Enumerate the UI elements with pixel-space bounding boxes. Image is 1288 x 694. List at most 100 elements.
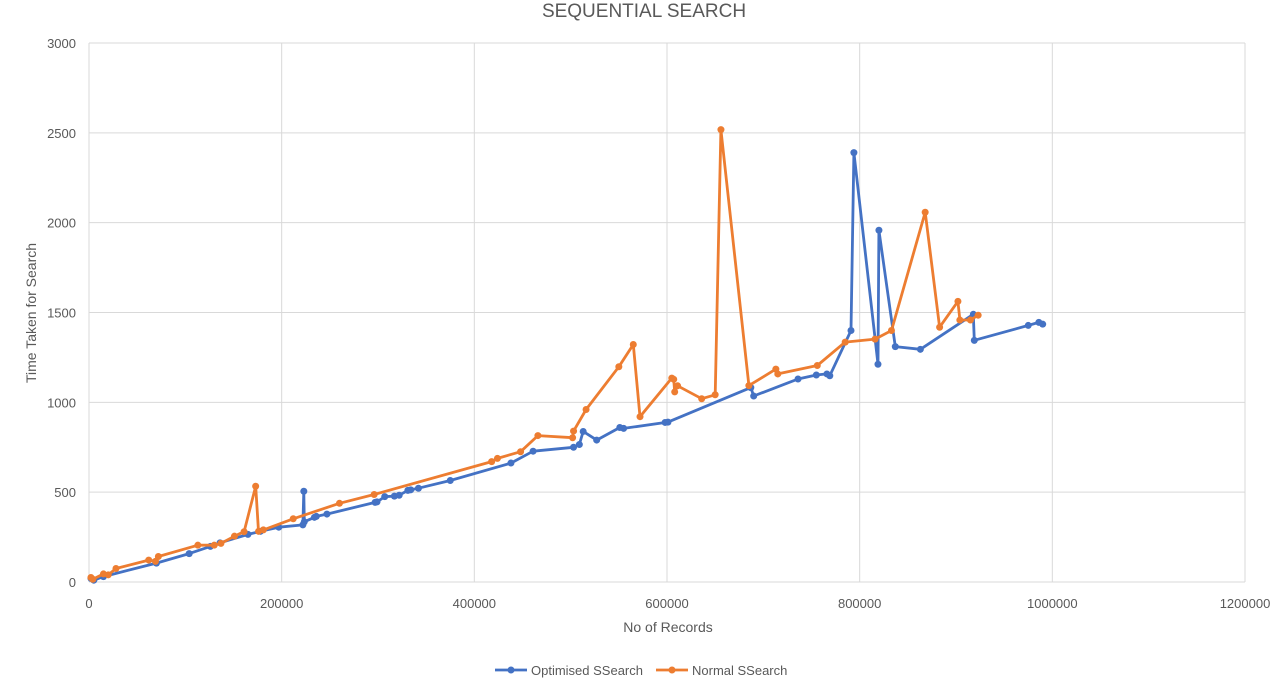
data-point bbox=[407, 486, 415, 494]
data-point bbox=[534, 432, 542, 440]
data-point bbox=[717, 126, 725, 134]
data-point bbox=[711, 391, 719, 399]
x-axis-label: No of Records bbox=[623, 619, 712, 635]
x-tick-label: 600000 bbox=[645, 596, 688, 611]
data-point bbox=[921, 208, 929, 216]
data-point bbox=[671, 388, 679, 396]
data-point bbox=[312, 512, 320, 520]
x-tick-label: 0 bbox=[85, 596, 92, 611]
series-layer bbox=[87, 126, 1047, 584]
data-point bbox=[698, 395, 706, 403]
data-point bbox=[395, 491, 403, 499]
data-point bbox=[629, 340, 637, 348]
data-point bbox=[185, 550, 193, 558]
data-point bbox=[381, 493, 389, 501]
y-tick-label: 3000 bbox=[47, 36, 76, 51]
data-point bbox=[615, 363, 623, 371]
x-tick-label: 400000 bbox=[453, 596, 496, 611]
data-point bbox=[300, 487, 308, 495]
data-point bbox=[850, 149, 858, 157]
gridlines bbox=[88, 42, 1246, 583]
data-point bbox=[145, 556, 153, 564]
y-tick-label: 1000 bbox=[47, 395, 76, 410]
y-tick-label: 1500 bbox=[47, 306, 76, 321]
data-point bbox=[891, 343, 899, 351]
data-point bbox=[874, 360, 882, 368]
data-point bbox=[664, 418, 672, 426]
data-point bbox=[841, 338, 849, 346]
data-point bbox=[813, 362, 821, 370]
data-point bbox=[217, 539, 225, 547]
legend-label: Optimised SSearch bbox=[531, 663, 643, 678]
data-point bbox=[974, 311, 982, 319]
chart-title: SEQUENTIAL SEARCH bbox=[542, 1, 746, 22]
data-point bbox=[154, 552, 162, 560]
data-point bbox=[954, 297, 962, 305]
data-point bbox=[970, 336, 978, 344]
data-point bbox=[414, 484, 422, 492]
data-point bbox=[323, 510, 331, 518]
legend-label: Normal SSearch bbox=[692, 663, 787, 678]
legend-item: Normal SSearch bbox=[656, 663, 787, 678]
y-tick-label: 2500 bbox=[47, 126, 76, 141]
data-point bbox=[300, 518, 308, 526]
data-point bbox=[370, 491, 378, 499]
legend-swatch-marker bbox=[507, 666, 515, 674]
series-line bbox=[89, 128, 979, 581]
data-point bbox=[210, 541, 218, 549]
data-point bbox=[194, 541, 202, 549]
data-point bbox=[104, 571, 112, 579]
data-point bbox=[259, 526, 267, 534]
data-point bbox=[570, 427, 578, 435]
data-point bbox=[620, 424, 628, 432]
data-point bbox=[636, 413, 644, 421]
data-point bbox=[493, 454, 501, 462]
data-point bbox=[750, 392, 758, 400]
data-point bbox=[112, 565, 120, 573]
data-point bbox=[826, 372, 834, 380]
y-tick-label: 0 bbox=[69, 575, 76, 590]
data-point bbox=[446, 476, 454, 484]
data-point bbox=[488, 458, 496, 466]
series-line bbox=[90, 151, 1044, 582]
legend-swatch-marker bbox=[668, 666, 676, 674]
data-point bbox=[936, 323, 944, 331]
x-tick-label: 800000 bbox=[838, 596, 881, 611]
data-point bbox=[529, 447, 537, 455]
data-point bbox=[593, 436, 601, 444]
y-tick-label: 2000 bbox=[47, 216, 76, 231]
y-tick-label: 500 bbox=[54, 485, 76, 500]
data-point bbox=[230, 532, 238, 540]
series-0 bbox=[87, 149, 1047, 584]
data-point bbox=[774, 370, 782, 378]
data-point bbox=[240, 528, 248, 536]
data-point bbox=[579, 427, 587, 435]
data-point bbox=[794, 375, 802, 383]
data-point bbox=[916, 345, 924, 353]
legend: Optimised SSearch Normal SSearch bbox=[495, 663, 787, 678]
data-point bbox=[335, 499, 343, 507]
x-tick-label: 200000 bbox=[260, 596, 303, 611]
data-point bbox=[1024, 321, 1032, 329]
tick-labels: 0 500 1000 1500 2000 2500 3000 0 200000 400000 600… bbox=[47, 36, 1270, 611]
data-point bbox=[252, 482, 260, 490]
data-point bbox=[569, 434, 577, 442]
y-axis-label: Time Taken for Search bbox=[23, 243, 39, 383]
data-point bbox=[289, 515, 297, 523]
legend-item: Optimised SSearch bbox=[495, 663, 643, 678]
data-point bbox=[847, 326, 855, 334]
data-point bbox=[966, 316, 974, 324]
x-tick-label: 1200000 bbox=[1220, 596, 1271, 611]
data-point bbox=[517, 448, 525, 456]
data-point bbox=[1039, 320, 1047, 328]
data-point bbox=[570, 443, 578, 451]
data-point bbox=[887, 326, 895, 334]
data-point bbox=[745, 382, 753, 390]
data-point bbox=[670, 375, 678, 383]
data-point bbox=[956, 316, 964, 324]
data-point bbox=[582, 406, 590, 414]
data-point bbox=[89, 575, 97, 583]
data-point bbox=[575, 441, 583, 449]
data-point bbox=[875, 226, 883, 234]
